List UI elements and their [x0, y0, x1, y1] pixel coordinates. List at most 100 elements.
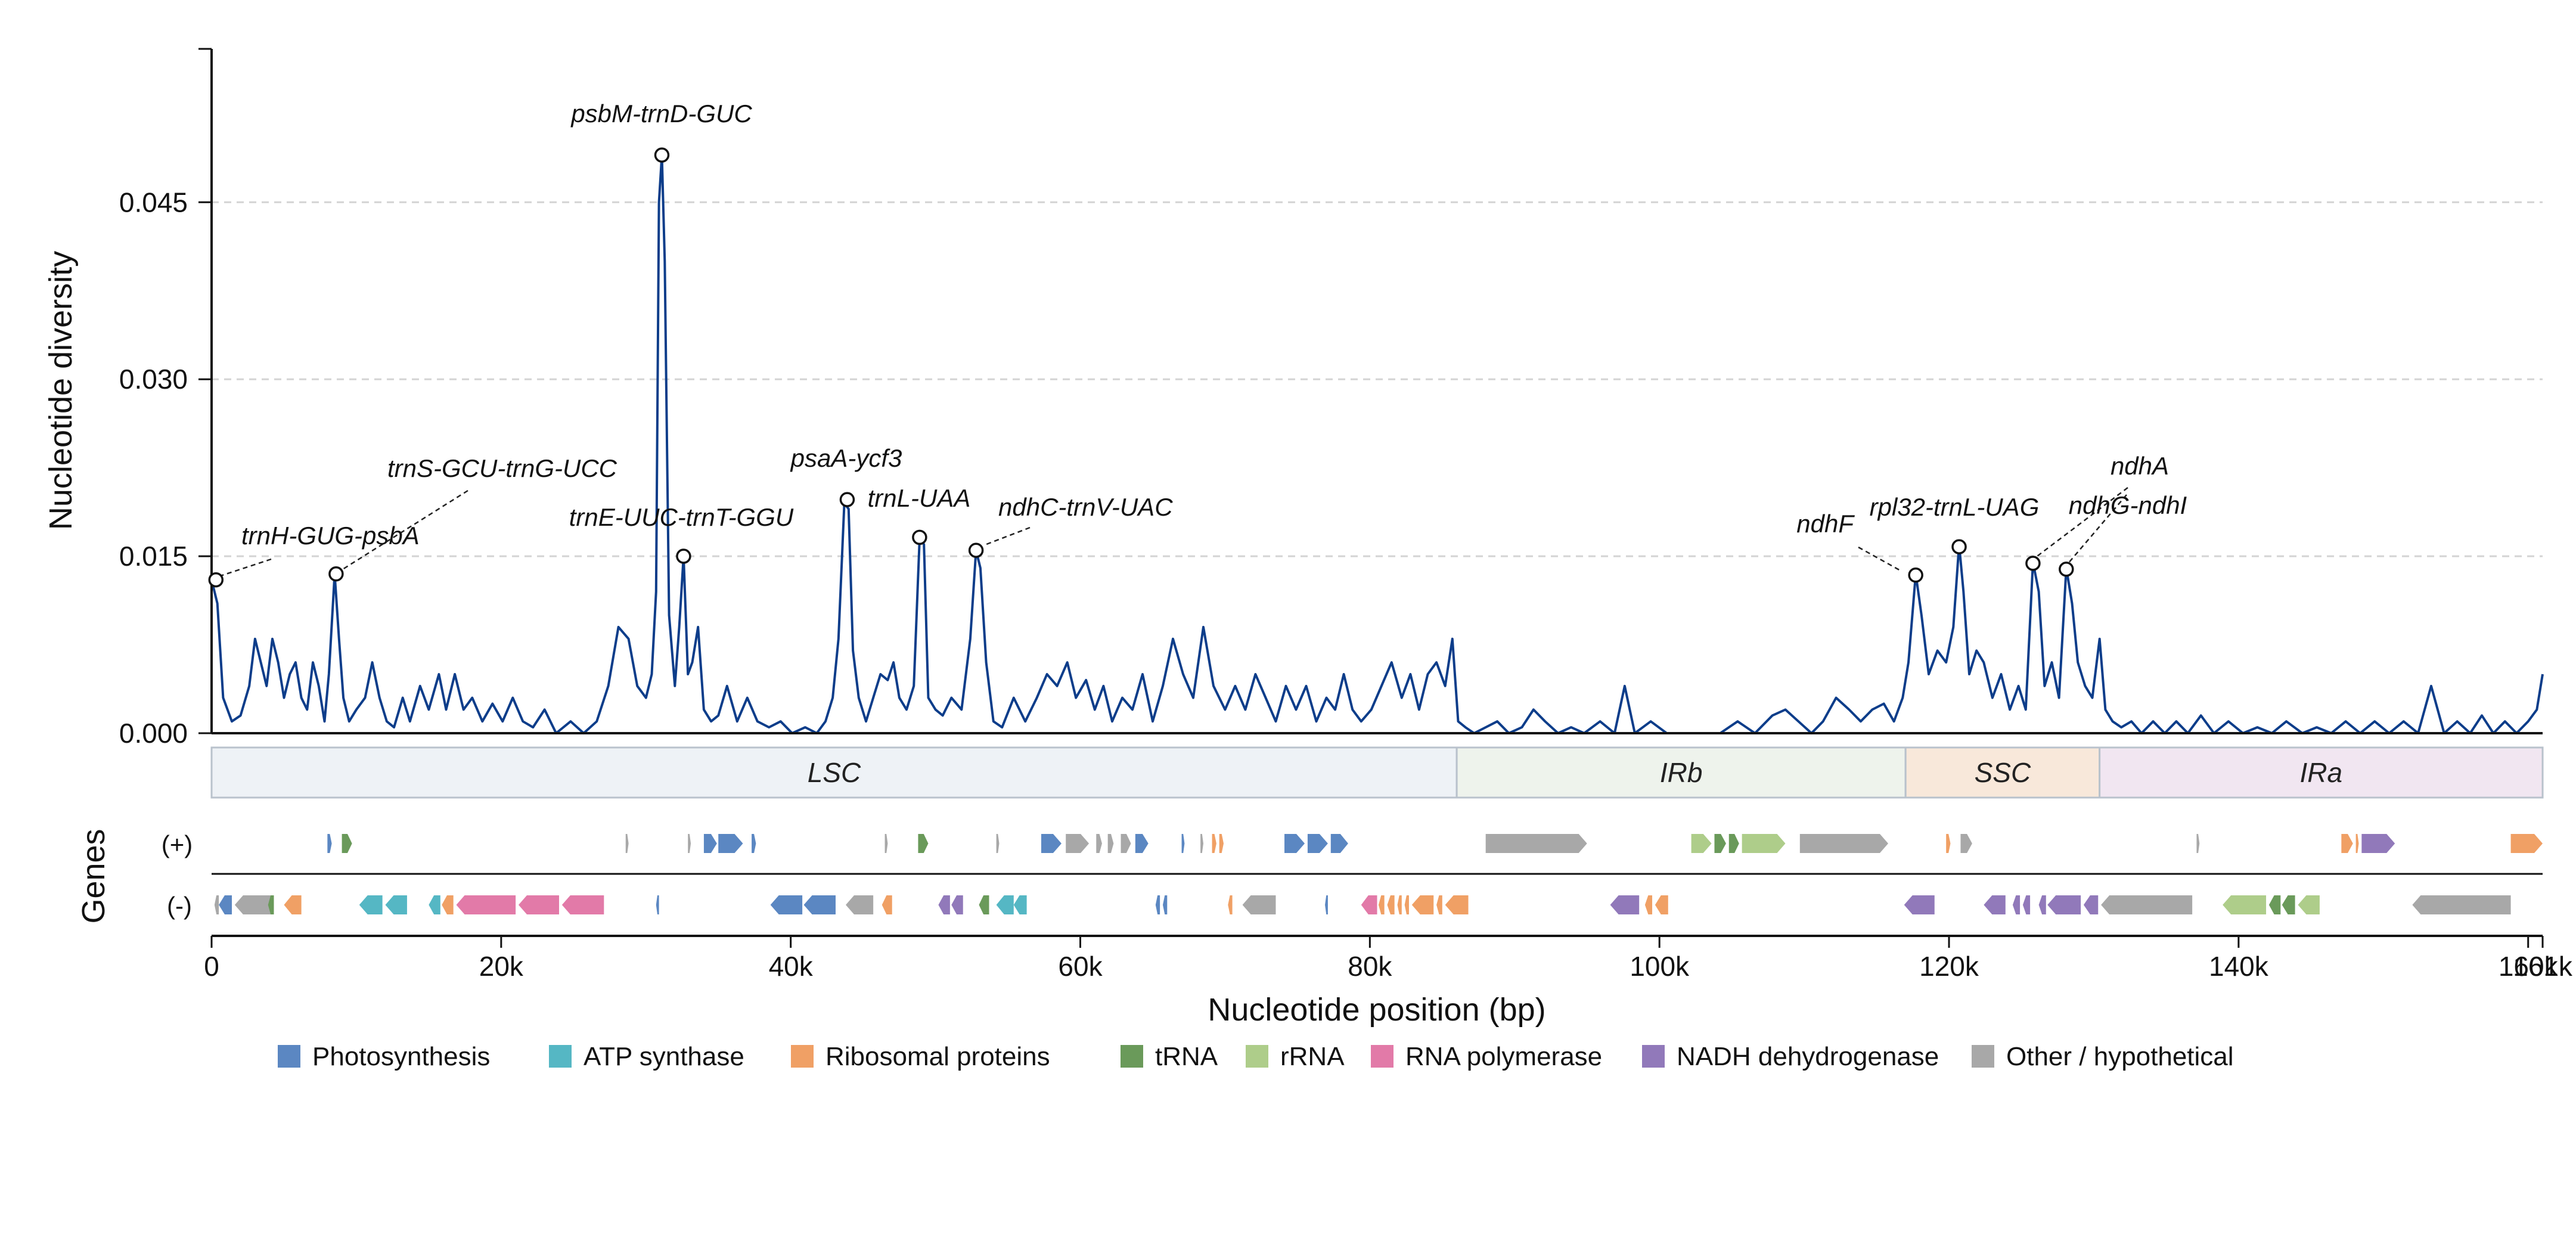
- peak-label-trnh-gug-psba: trnH-GUG-psbA: [241, 522, 420, 550]
- peak-marker-trns-gcu-trng-ucc: [328, 566, 344, 582]
- peak-marker-ndhf: [1908, 567, 1923, 583]
- y-tick-label-1: 0.015: [119, 541, 188, 572]
- region-label-lsc: LSC: [808, 757, 861, 788]
- gene-minus-43: [429, 895, 440, 914]
- strand-plus-label: (+): [162, 830, 193, 858]
- gene-plus-14: [1121, 834, 1131, 853]
- gene-plus-27: [1742, 834, 1786, 853]
- gene-plus-3: [688, 834, 691, 853]
- gene-minus-72: [1644, 895, 1653, 914]
- gene-plus-24: [1691, 834, 1712, 853]
- gene-plus-22: [1330, 834, 1348, 853]
- gene-minus-81: [2101, 895, 2193, 914]
- genes-track-title: Genes: [76, 829, 111, 923]
- gene-plus-10: [1041, 834, 1062, 853]
- gene-minus-83: [2268, 895, 2281, 914]
- gene-plus-5: [718, 834, 743, 853]
- peak-marker-trnl-uaa: [912, 529, 927, 545]
- gene-plus-9: [996, 834, 1000, 853]
- region-ira: [2099, 746, 2544, 799]
- peak-label-ndhf: ndhF: [1796, 510, 1855, 538]
- gene-minus-51: [845, 895, 874, 914]
- gene-track: [212, 834, 2543, 914]
- gene-plus-2: [625, 834, 629, 853]
- peak-label-psaa-ycf3: psaA-ycf3: [790, 444, 902, 472]
- gene-minus-48: [656, 895, 659, 914]
- region-ssc: [1904, 746, 2101, 799]
- gene-plus-28: [1799, 834, 1889, 853]
- legend-swatch-ribosomal-proteins: [791, 1045, 814, 1068]
- gene-plus-29: [1946, 834, 1951, 853]
- gene-minus-58: [1155, 895, 1160, 914]
- gene-plus-26: [1728, 834, 1739, 853]
- gene-minus-45: [456, 895, 516, 914]
- gene-minus-75: [1984, 895, 2006, 914]
- gene-minus-59: [1162, 895, 1168, 914]
- x-tick-label-5: 100k: [1630, 951, 1690, 982]
- y-tick-label-3: 0.045: [119, 187, 188, 218]
- gene-plus-31: [2196, 834, 2200, 853]
- gene-plus-15: [1135, 834, 1149, 853]
- x-tick-label-3: 60k: [1058, 951, 1103, 982]
- x-tick-label-7: 140k: [2209, 951, 2269, 982]
- legend-swatch-nadh-dehydrogenase: [1642, 1045, 1665, 1068]
- gene-minus-56: [996, 895, 1014, 914]
- peak-label-trnl-uaa: trnL-UAA: [868, 484, 971, 512]
- gene-minus-70: [1445, 895, 1469, 914]
- region-lsc: [210, 746, 1458, 799]
- legend-label-rrna: rRNA: [1280, 1042, 1345, 1071]
- legend-label-ribosomal-proteins: Ribosomal proteins: [825, 1042, 1050, 1071]
- legend-label-other-hypothetical: Other / hypothetical: [2006, 1042, 2234, 1071]
- legend-swatch-trna: [1121, 1045, 1143, 1068]
- gene-minus-57: [1013, 895, 1027, 914]
- legend-swatch-photosynthesis: [278, 1045, 300, 1068]
- legend-swatch-atp-synthase: [549, 1045, 572, 1068]
- gene-plus-34: [2361, 834, 2395, 853]
- gene-plus-33: [2355, 834, 2359, 853]
- gene-minus-77: [2022, 895, 2031, 914]
- diversity-series-line: [210, 154, 2544, 734]
- legend-swatch-other-hypothetical: [1972, 1045, 1994, 1068]
- gene-minus-68: [1411, 895, 1434, 914]
- gene-plus-0: [327, 834, 332, 853]
- gene-minus-53: [938, 895, 950, 914]
- y-tick-label-2: 0.030: [119, 364, 188, 395]
- gene-minus-36: [214, 895, 219, 914]
- gene-plus-16: [1181, 834, 1185, 853]
- gene-minus-38: [234, 895, 274, 914]
- gene-minus-67: [1404, 895, 1409, 914]
- legend-label-atp-synthase: ATP synthase: [584, 1042, 744, 1071]
- gene-minus-40: [284, 895, 302, 914]
- x-tick-label-6: 120k: [1919, 951, 1979, 982]
- peak-marker-trne-uuc-trnt-ggu: [676, 548, 691, 564]
- gene-minus-80: [2083, 895, 2099, 914]
- gene-minus-37: [219, 895, 232, 914]
- grid-layer: [212, 201, 2543, 557]
- gene-minus-49: [770, 895, 803, 914]
- gene-plus-13: [1107, 834, 1114, 853]
- gene-minus-44: [442, 895, 454, 914]
- peak-leader-ndhg-ndhi: [2068, 494, 2127, 564]
- x-axis-title: Nucleotide position (bp): [1208, 992, 1545, 1028]
- gene-minus-46: [518, 895, 560, 914]
- gene-minus-82: [2223, 895, 2267, 914]
- peak-layer: trnH-GUG-psbA trnS-GCU-trnG-UCC psbM-trnD-…: [208, 100, 2187, 588]
- legend-label-photosynthesis: Photosynthesis: [312, 1042, 490, 1071]
- gene-minus-79: [2047, 895, 2081, 914]
- gene-minus-65: [1387, 895, 1395, 914]
- x-tick-label-8: 160k: [2499, 951, 2559, 982]
- peak-leader-ndhc-trnv-uac: [983, 526, 1031, 547]
- gene-plus-19: [1219, 834, 1224, 853]
- legend-swatch-rna-polymerase: [1371, 1045, 1393, 1068]
- gene-plus-20: [1284, 834, 1305, 853]
- gene-minus-78: [2038, 895, 2046, 914]
- peak-label-rpl32-trnl-uag: rpl32-trnL-UAG: [1870, 493, 2040, 521]
- peak-label-ndha: ndhA: [2111, 452, 2169, 480]
- peak-marker-psbm-trnd-guc: [654, 147, 670, 163]
- gene-plus-30: [1960, 834, 1972, 853]
- gene-minus-50: [803, 895, 836, 914]
- gene-minus-63: [1361, 895, 1377, 914]
- gene-plus-32: [2341, 834, 2353, 853]
- gene-plus-35: [2510, 834, 2543, 853]
